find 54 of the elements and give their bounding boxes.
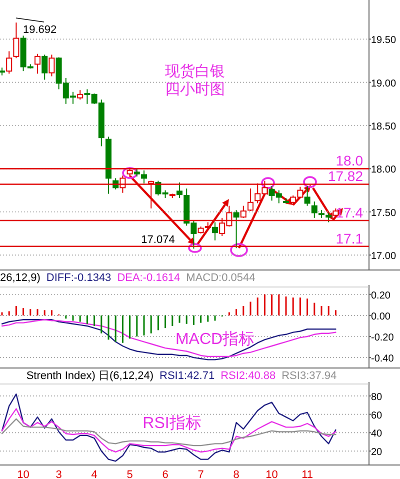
candlestick [240,205,246,218]
y-tick-label: 60 [371,410,383,422]
y-tick-label: 40 [371,428,383,440]
text: 四小时图 [165,81,225,98]
x-tick-label: 10 [17,469,30,479]
text: RSI2:40.88 [220,370,276,382]
y-tick-label: 0.20 [371,290,391,302]
candlestick [42,54,48,80]
candlestick [6,50,12,74]
ref-line-label: 17.82 [328,168,364,184]
series-label: MACD:0.0544 [186,272,256,284]
y-tick-label: 17.50 [371,208,396,219]
x-tick-label: 8 [233,469,240,479]
text: DIFF:-0.1343 [46,272,112,284]
ref-line-label: 17.1 [336,230,364,246]
text: RSI1:42.71 [160,370,215,382]
candlestick [48,54,55,77]
text: 现货白银 [165,63,225,80]
x-tick-label: 5 [126,469,133,479]
y-tick-label: 17.00 [371,251,396,262]
y-tick-label: 19.00 [371,78,396,90]
y-tick-label: 0.00 [371,311,391,322]
candlestick [212,222,218,241]
candlestick [248,188,254,212]
x-tick-label: 6 [162,469,168,479]
candlestick [77,90,84,100]
candlestick [311,201,318,218]
x-tick-label: 7 [198,469,204,479]
y-tick-label: 20 [371,447,383,458]
y-tick-label: 18.50 [371,122,396,132]
candlestick [176,182,182,199]
annotation: 19.692 [23,24,57,36]
y-tick-label: 18.00 [371,164,396,176]
y-tick-label: 19.50 [371,35,396,46]
text: DEA:-0.1614 [117,272,180,284]
text: RSI指标 [142,414,202,432]
chart-title: Strenth Index) 日(6,12,24) [26,370,154,382]
y-tick-label: 80 [371,392,383,403]
x-tick-label: 10 [266,469,278,479]
text: MACD指标 [175,330,255,348]
line-series [1,394,336,462]
x-tick-label: 3 [56,469,62,479]
chart-title: 26,12,9) [0,272,40,284]
candlestick [13,22,20,59]
x-tick-label: 4 [91,469,98,479]
ref-line-label: 18.0 [336,152,364,169]
y-tick-label: -0.20 [371,332,394,344]
y-tick-label: -0.40 [371,354,394,365]
text: RSI3:37.94 [282,370,337,382]
candlestick [34,53,40,74]
x-tick-label: 11 [302,469,314,479]
candlestick [233,210,240,249]
annotation: 17.074 [141,234,175,246]
line-series [1,408,336,453]
